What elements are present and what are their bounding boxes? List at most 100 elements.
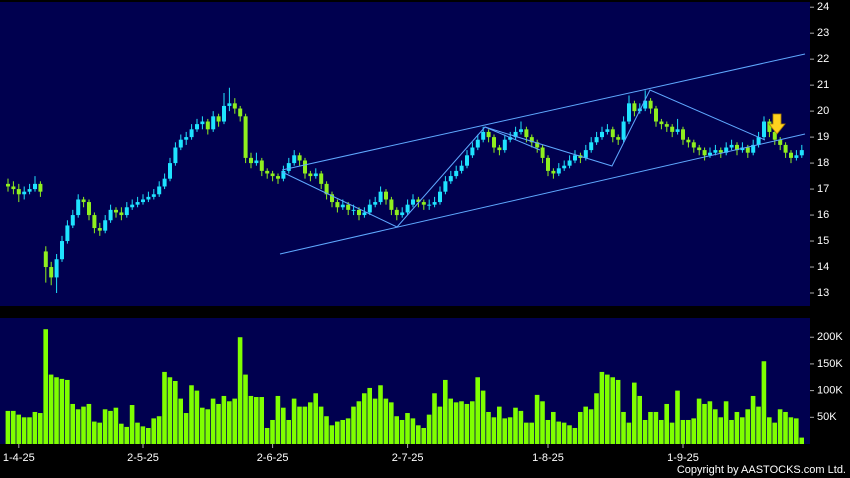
- volume-bar: [556, 421, 561, 444]
- candle-body: [16, 189, 21, 195]
- candle-body: [243, 116, 248, 158]
- volume-bar: [200, 407, 205, 444]
- volume-bar: [162, 371, 167, 444]
- volume-bar: [686, 419, 691, 444]
- volume-bar: [16, 414, 21, 444]
- candle-body: [265, 170, 270, 174]
- marks: 13 14 15 16 17 18 19 20 21 22 23 24 50K 100K 150K 200K 1…: [3, 1, 843, 464]
- trend-lines: [279, 53, 806, 255]
- signal-arrow: [768, 113, 786, 135]
- candle-body: [486, 131, 491, 138]
- volume-bar: [578, 411, 583, 444]
- volume-bar: [81, 406, 86, 444]
- candle-body: [330, 194, 334, 203]
- volume-bar: [59, 378, 65, 444]
- y-tick-label: 22: [817, 53, 829, 65]
- candle-body: [384, 191, 388, 200]
- candle-body: [216, 116, 221, 122]
- volume-bar: [146, 427, 151, 444]
- volume-bar: [459, 401, 464, 444]
- x-tick-label: 1-8-25: [532, 452, 564, 464]
- candle-body: [708, 152, 712, 156]
- volume-bar: [389, 402, 394, 444]
- volume-bar: [108, 410, 113, 444]
- candle-body: [249, 157, 253, 164]
- candle-body: [411, 199, 415, 205]
- volume-bar: [367, 387, 372, 444]
- candle-body: [799, 150, 804, 156]
- y-tick-label: 16: [817, 209, 829, 221]
- x-tick-label: 2-6-25: [257, 452, 289, 464]
- volume-bar: [151, 418, 156, 444]
- candle-body: [400, 212, 405, 216]
- y-tick-label: 200K: [817, 331, 843, 343]
- candle-body: [303, 160, 307, 174]
- volume-bar: [248, 395, 254, 444]
- candle-body: [362, 212, 367, 216]
- volume-bar: [664, 403, 669, 444]
- candle-body: [783, 144, 788, 153]
- volume-bar: [669, 422, 675, 444]
- candle-body: [546, 157, 550, 171]
- volume-bar: [734, 411, 740, 444]
- zigzag-branch: [484, 126, 541, 151]
- candle-body: [648, 100, 653, 109]
- volume-bar: [772, 422, 777, 444]
- candle-body: [643, 100, 648, 109]
- volume-bar: [340, 419, 345, 444]
- price-panel: [0, 2, 810, 306]
- candle-body: [475, 139, 480, 148]
- volume-bar: [513, 407, 518, 444]
- channel-upper: [281, 53, 806, 171]
- zigzag: [281, 89, 766, 228]
- candle-body: [762, 121, 766, 138]
- volume-bar: [356, 401, 362, 444]
- volume-bar: [702, 403, 707, 444]
- candle-body: [367, 204, 372, 213]
- candle-body: [254, 160, 259, 164]
- volume-bar: [335, 421, 340, 444]
- volume-bar: [464, 403, 470, 444]
- volume-bar: [362, 393, 367, 444]
- volume-bar: [648, 411, 653, 444]
- volume-bar: [599, 371, 605, 444]
- volume-bar: [345, 418, 351, 444]
- copyright: Copyright by AASTOCKS.com Ltd.: [677, 464, 846, 476]
- volume-bar: [761, 361, 767, 444]
- volume-bar: [38, 413, 43, 444]
- candle-body: [567, 160, 572, 166]
- x-tick-label: 1-4-25: [3, 452, 35, 464]
- candle-body: [60, 241, 64, 260]
- candle-body: [340, 204, 345, 208]
- candle-body: [519, 129, 523, 132]
- volume-bar: [583, 406, 588, 444]
- volume-bar: [507, 417, 513, 444]
- volume-bar: [92, 421, 97, 444]
- volume-bar: [227, 401, 232, 444]
- candle-body: [513, 131, 518, 138]
- candle-body: [432, 202, 437, 205]
- candle-body: [308, 173, 313, 177]
- volume-bar: [518, 410, 524, 444]
- candle-body: [448, 176, 453, 182]
- candle-body: [124, 207, 129, 216]
- candle-body: [681, 129, 685, 140]
- volume-bar: [529, 422, 534, 444]
- candle-body: [659, 121, 664, 125]
- volume-bar: [750, 395, 756, 444]
- volume-bar: [119, 423, 124, 444]
- volume-bar: [421, 427, 426, 444]
- volume-bar: [653, 411, 659, 444]
- volume-bar: [713, 409, 718, 444]
- candle-body: [141, 199, 145, 203]
- volume-bar: [254, 397, 259, 444]
- volume-bar: [745, 409, 750, 444]
- volume-bar: [5, 410, 11, 444]
- volume-bar: [286, 419, 291, 444]
- candle-body: [189, 129, 194, 138]
- candle-body: [405, 204, 410, 213]
- candle-body: [97, 228, 102, 231]
- candle-body: [292, 155, 297, 164]
